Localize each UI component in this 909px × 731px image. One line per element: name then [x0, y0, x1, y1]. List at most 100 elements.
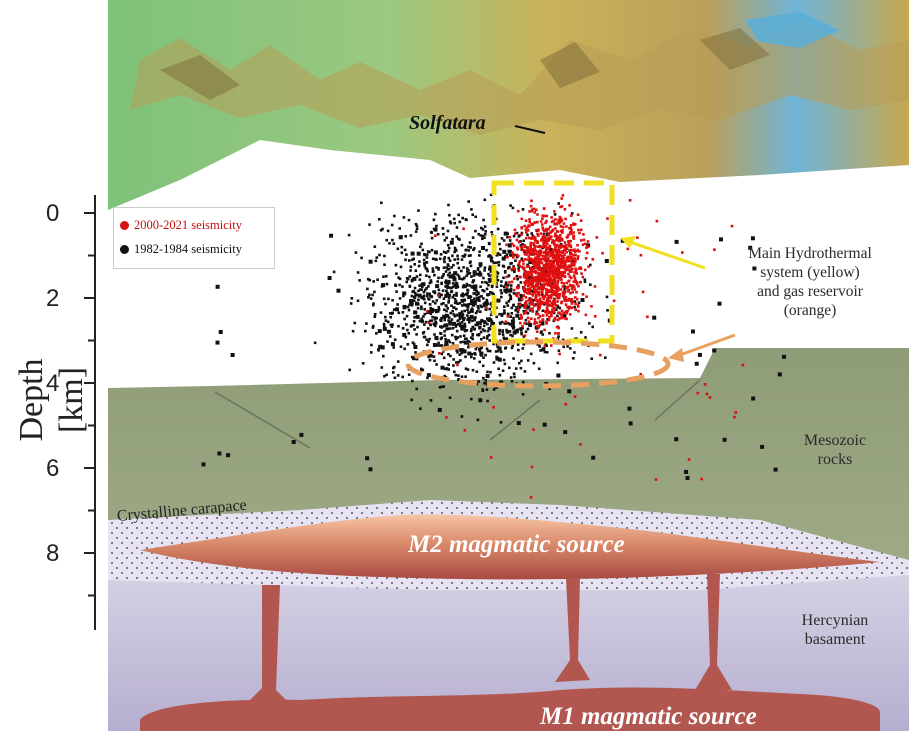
seismicity-legend: 2000-2021 seismicity 1982-1984 seismicit…: [113, 207, 275, 269]
seismic-event-1982-1984: [509, 315, 512, 318]
seismic-event-1982-1984: [467, 200, 470, 203]
seismic-event-1982-1984: [488, 243, 491, 246]
seismic-event-1982-1984: [482, 235, 485, 238]
seismic-event-1982-1984: [516, 275, 519, 278]
seismic-event-1982-1984: [475, 290, 478, 293]
seismic-event-2000-2021: [544, 283, 547, 286]
seismic-event-1982-1984: [434, 213, 437, 216]
seismic-event-1982-1984: [484, 230, 487, 233]
seismic-event-1982-1984: [417, 252, 421, 256]
seismic-event-1982-1984: [442, 227, 445, 230]
seismic-event-2000-2021: [534, 277, 537, 280]
seismic-event-1982-1984: [391, 299, 394, 302]
seismic-event-2000-2021: [523, 288, 526, 291]
seismic-event-2000-2021: [569, 284, 572, 287]
seismic-event-2000-2021: [537, 229, 540, 232]
hercynian-label-line: basament: [780, 630, 890, 649]
seismic-event-1982-1984: [440, 253, 443, 256]
seismic-event-1982-1984: [395, 290, 398, 293]
seismic-event-2000-2021: [570, 270, 573, 273]
seismic-event-2000-2021: [573, 274, 576, 277]
seismic-event-2000-2021: [548, 270, 551, 273]
seismic-event-1982-1984: [441, 353, 444, 356]
seismic-event-1982-1984: [405, 253, 408, 256]
seismic-event-1982-1984: [445, 310, 448, 313]
seismic-event-1982-1984: [441, 385, 444, 388]
seismic-event-2000-2021: [537, 317, 540, 320]
seismic-event-1982-1984: [456, 262, 459, 265]
seismic-event-1982-1984: [488, 274, 491, 277]
seismic-event-2000-2021: [553, 279, 556, 282]
seismic-event-2000-2021: [574, 308, 577, 311]
seismic-event-1982-1984: [411, 291, 414, 294]
seismic-event-1982-1984: [512, 357, 515, 360]
seismic-event-1982-1984: [383, 323, 386, 326]
seismic-event-1982-1984: [407, 343, 410, 346]
seismic-event-1982-1984: [388, 242, 391, 245]
seismic-event-1982-1984: [430, 355, 433, 358]
seismic-event-1982-1984: [457, 323, 460, 326]
seismic-event-2000-2021: [563, 222, 566, 225]
seismic-event-1982-1984: [433, 219, 436, 222]
seismic-event-1982-1984: [453, 258, 456, 261]
seismic-event-1982-1984: [447, 319, 450, 322]
seismic-event-1982-1984: [466, 305, 469, 308]
seismic-event-1982-1984: [496, 346, 499, 349]
seismic-event-2000-2021: [464, 429, 467, 432]
seismic-event-2000-2021: [537, 275, 540, 278]
seismic-event-1982-1984: [428, 276, 431, 279]
seismic-event-1982-1984: [461, 244, 464, 247]
seismic-event-1982-1984: [389, 335, 392, 338]
seismic-event-2000-2021: [567, 280, 570, 283]
seismic-event-2000-2021: [558, 317, 561, 320]
seismic-event-2000-2021: [557, 275, 560, 278]
seismic-event-2000-2021: [550, 216, 553, 219]
seismic-event-2000-2021: [531, 310, 534, 313]
seismic-event-1982-1984: [506, 253, 509, 256]
seismic-event-1982-1984: [509, 330, 512, 333]
seismic-event-2000-2021: [531, 223, 534, 226]
seismic-event-2000-2021: [531, 208, 534, 211]
seismic-event-1982-1984: [502, 250, 506, 254]
seismic-event-1982-1984: [590, 357, 593, 360]
seismic-event-2000-2021: [587, 265, 590, 268]
seismic-event-1982-1984: [445, 368, 448, 371]
seismic-event-1982-1984: [500, 284, 503, 287]
seismic-event-1982-1984: [467, 340, 470, 343]
seismic-event-1982-1984: [443, 319, 446, 322]
seismic-event-1982-1984: [364, 330, 367, 333]
seismic-event-2000-2021: [543, 258, 546, 261]
seismic-event-1982-1984: [415, 333, 418, 336]
seismic-event-1982-1984: [385, 275, 388, 278]
seismic-event-2000-2021: [576, 258, 579, 261]
seismic-event-2000-2021: [576, 244, 579, 247]
seismic-event-2000-2021: [544, 236, 547, 239]
seismic-event-1982-1984: [498, 330, 501, 333]
seismic-event-2000-2021: [562, 257, 565, 260]
seismic-event-2000-2021: [531, 307, 534, 310]
seismic-event-1982-1984: [466, 267, 469, 270]
m2-magmatic-source-label: M2 magmatic source: [408, 531, 625, 559]
seismic-event-2000-2021: [537, 308, 540, 311]
seismic-event-2000-2021: [560, 288, 563, 291]
seismic-event-2000-2021: [547, 301, 550, 304]
depth-tick-label: 6: [46, 457, 76, 481]
seismic-event-1982-1984: [360, 257, 363, 260]
seismic-event-1982-1984: [478, 250, 481, 253]
seismic-event-1982-1984: [348, 234, 351, 237]
seismic-event-1982-1984: [478, 398, 482, 402]
seismic-event-1982-1984: [415, 269, 418, 272]
seismic-event-2000-2021: [578, 232, 581, 235]
seismic-event-1982-1984: [381, 283, 385, 287]
seismic-event-1982-1984: [443, 266, 446, 269]
seismic-event-1982-1984: [520, 331, 523, 334]
seismic-event-1982-1984: [684, 470, 688, 474]
seismic-event-1982-1984: [451, 238, 454, 241]
seismic-event-2000-2021: [543, 329, 546, 332]
seismic-event-2000-2021: [520, 314, 523, 317]
seismic-event-2000-2021: [543, 345, 546, 348]
seismic-event-1982-1984: [569, 347, 572, 350]
seismic-event-2000-2021: [542, 314, 545, 317]
seismic-event-1982-1984: [350, 302, 353, 305]
seismic-event-1982-1984: [404, 235, 407, 238]
